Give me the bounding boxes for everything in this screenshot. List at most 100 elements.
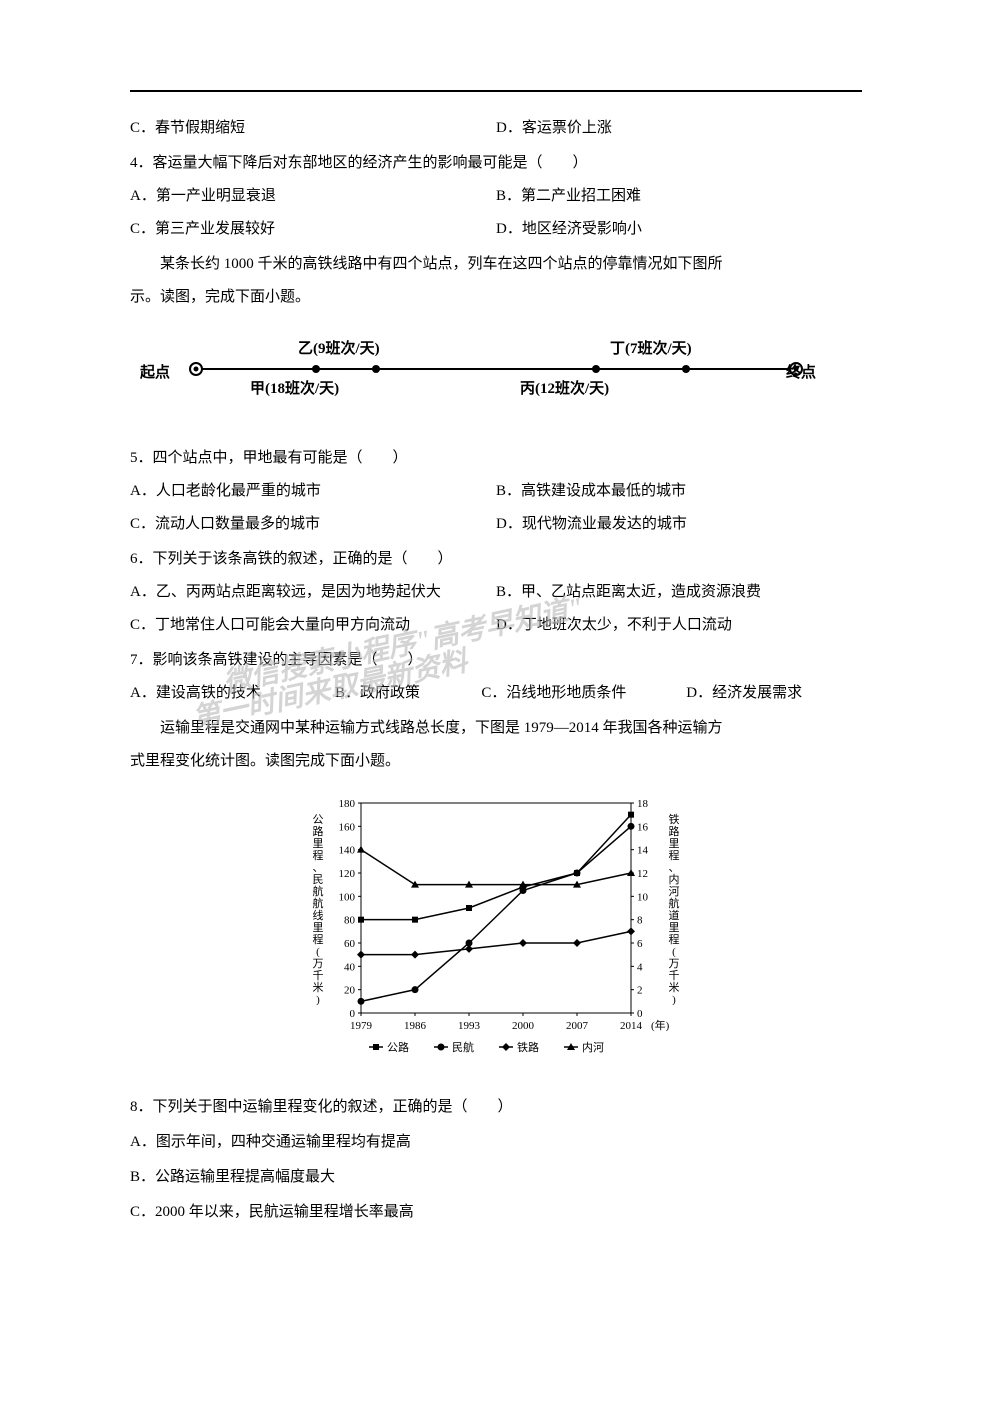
svg-text:民航: 民航 xyxy=(452,1040,474,1054)
rail-end: 终点 xyxy=(786,357,816,390)
svg-text:4: 4 xyxy=(637,961,643,973)
svg-text:航: 航 xyxy=(313,884,324,898)
q5-opt-a: A．人口老龄化最严重的城市 xyxy=(130,475,496,508)
svg-text:18: 18 xyxy=(637,798,649,810)
q8-opt-a: A．图示年间，四种交通运输里程均有提高 xyxy=(130,1126,862,1159)
q6-options: A．乙、丙两站点距离较远，是因为地势起伏大 B．甲、乙站点距离太近，造成资源浪费… xyxy=(130,576,862,642)
rail-ding: 丁(7班次/天) xyxy=(610,333,692,366)
rail-bing: 丙(12班次/天) xyxy=(520,373,609,406)
svg-text:6: 6 xyxy=(637,938,643,950)
svg-text:内: 内 xyxy=(669,872,680,886)
svg-text:20: 20 xyxy=(344,985,356,997)
q5-opt-c: C．流动人口数量最多的城市 xyxy=(130,508,496,541)
svg-text:2014: 2014 xyxy=(620,1020,643,1032)
q7-stem: 7．影响该条高铁建设的主导因素是（ ） xyxy=(130,644,862,677)
rail-jia: 甲(18班次/天) xyxy=(250,373,339,406)
q3-options: C．春节假期缩短 D．客运票价上涨 xyxy=(130,112,862,145)
passage2-line2: 式里程变化统计图。读图完成下面小题。 xyxy=(130,745,862,778)
q7-opt-b: B．政府政策 xyxy=(335,677,481,710)
svg-text:1986: 1986 xyxy=(404,1020,427,1032)
q4-opt-a: A．第一产业明显衰退 xyxy=(130,180,496,213)
q8-stem: 8．下列关于图中运输里程变化的叙述，正确的是（ ） xyxy=(130,1091,862,1124)
svg-text:8: 8 xyxy=(637,915,643,927)
svg-text:公路: 公路 xyxy=(387,1041,409,1054)
q4-options: A．第一产业明显衰退 B．第二产业招工困难 C．第三产业发展较好 D．地区经济受… xyxy=(130,180,862,246)
svg-text:0: 0 xyxy=(350,1008,356,1020)
svg-text:1993: 1993 xyxy=(458,1020,481,1032)
svg-text:道: 道 xyxy=(669,908,680,922)
top-rule xyxy=(130,90,862,92)
svg-text:2007: 2007 xyxy=(566,1020,589,1032)
svg-text:河: 河 xyxy=(669,885,680,898)
q8-opt-c: C．2000 年以来，民航运输里程增长率最高 xyxy=(130,1196,862,1229)
q5-stem: 5．四个站点中，甲地最有可能是（ ） xyxy=(130,442,862,475)
q8-opt-b: B．公路运输里程提高幅度最大 xyxy=(130,1161,862,1194)
svg-text:40: 40 xyxy=(344,961,356,973)
q6-opt-a: A．乙、丙两站点距离较远，是因为地势起伏大 xyxy=(130,576,496,609)
svg-text:铁路: 铁路 xyxy=(517,1041,539,1054)
page-content: C．春节假期缩短 D．客运票价上涨 4．客运量大幅下降后对东部地区的经济产生的影… xyxy=(130,90,862,1229)
svg-text:(年): (年) xyxy=(651,1018,670,1032)
svg-text:120: 120 xyxy=(339,868,356,880)
svg-text:程: 程 xyxy=(313,933,324,946)
passage1-line1: 某条长约 1000 千米的高铁线路中有四个站点，列车在这四个站点的停靠情况如下图… xyxy=(130,248,862,281)
q4-stem: 4．客运量大幅下降后对东部地区的经济产生的影响最可能是（ ） xyxy=(130,147,862,180)
svg-text:里: 里 xyxy=(669,921,680,934)
svg-text:程: 程 xyxy=(669,849,680,862)
svg-text:): ) xyxy=(672,994,676,1006)
svg-text:线: 线 xyxy=(313,908,324,922)
svg-text:14: 14 xyxy=(637,845,649,857)
q7-opt-a: A．建设高铁的技术 xyxy=(130,677,335,710)
svg-text:160: 160 xyxy=(339,821,356,833)
q6-opt-c: C．丁地常住人口可能会大量向甲方向流动 xyxy=(130,609,496,642)
svg-text:千: 千 xyxy=(669,969,680,982)
svg-text:米: 米 xyxy=(313,981,324,994)
line-chart: 0204060801001201401601800246810121416181… xyxy=(306,793,686,1063)
svg-text:10: 10 xyxy=(637,891,649,903)
q6-opt-b: B．甲、乙站点距离太近，造成资源浪费 xyxy=(496,576,862,609)
q4-opt-b: B．第二产业招工困难 xyxy=(496,180,862,213)
svg-text:、: 、 xyxy=(313,862,324,874)
svg-text:60: 60 xyxy=(344,938,356,950)
q3-opt-c: C．春节假期缩短 xyxy=(130,112,496,145)
svg-text:(: ( xyxy=(316,946,320,958)
svg-text:12: 12 xyxy=(637,868,648,880)
svg-text:里: 里 xyxy=(313,837,324,850)
svg-text:万: 万 xyxy=(669,958,680,970)
svg-text:140: 140 xyxy=(339,845,356,857)
svg-text:公: 公 xyxy=(313,814,324,826)
svg-text:1979: 1979 xyxy=(350,1020,373,1032)
svg-text:铁: 铁 xyxy=(669,813,680,826)
passage1-line2: 示。读图，完成下面小题。 xyxy=(130,281,862,314)
svg-text:内河: 内河 xyxy=(582,1040,604,1054)
chart-container: 0204060801001201401601800246810121416181… xyxy=(130,793,862,1076)
q4-opt-c: C．第三产业发展较好 xyxy=(130,213,496,246)
svg-text:千: 千 xyxy=(313,969,324,982)
svg-text:路: 路 xyxy=(669,825,680,838)
q3-opt-d: D．客运票价上涨 xyxy=(496,112,862,145)
svg-text:程: 程 xyxy=(313,849,324,862)
svg-text:航: 航 xyxy=(669,896,680,910)
q4-opt-d: D．地区经济受影响小 xyxy=(496,213,862,246)
q5-opt-d: D．现代物流业最发达的城市 xyxy=(496,508,862,541)
svg-text:2: 2 xyxy=(637,985,643,997)
svg-text:100: 100 xyxy=(339,891,356,903)
svg-text:(: ( xyxy=(672,946,676,958)
svg-text:180: 180 xyxy=(339,798,356,810)
svg-text:路: 路 xyxy=(313,825,324,838)
q6-opt-d: D．丁地班次太少，不利于人口流动 xyxy=(496,609,862,642)
passage2-line1: 运输里程是交通网中某种运输方式线路总长度，下图是 1979—2014 年我国各种… xyxy=(130,712,862,745)
svg-text:米: 米 xyxy=(669,981,680,994)
q6-stem: 6．下列关于该条高铁的叙述，正确的是（ ） xyxy=(130,543,862,576)
svg-text:程: 程 xyxy=(669,933,680,946)
rail-start: 起点 xyxy=(140,357,170,390)
svg-text:0: 0 xyxy=(637,1008,643,1020)
svg-text:航: 航 xyxy=(313,896,324,910)
q5-opt-b: B．高铁建设成本最低的城市 xyxy=(496,475,862,508)
svg-text:民: 民 xyxy=(313,874,324,886)
svg-text:16: 16 xyxy=(637,821,649,833)
q7-opt-c: C．沿线地形地质条件 xyxy=(481,677,686,710)
svg-text:): ) xyxy=(316,994,320,1006)
q7-opt-d: D．经济发展需求 xyxy=(686,677,862,710)
svg-text:万: 万 xyxy=(313,958,324,970)
